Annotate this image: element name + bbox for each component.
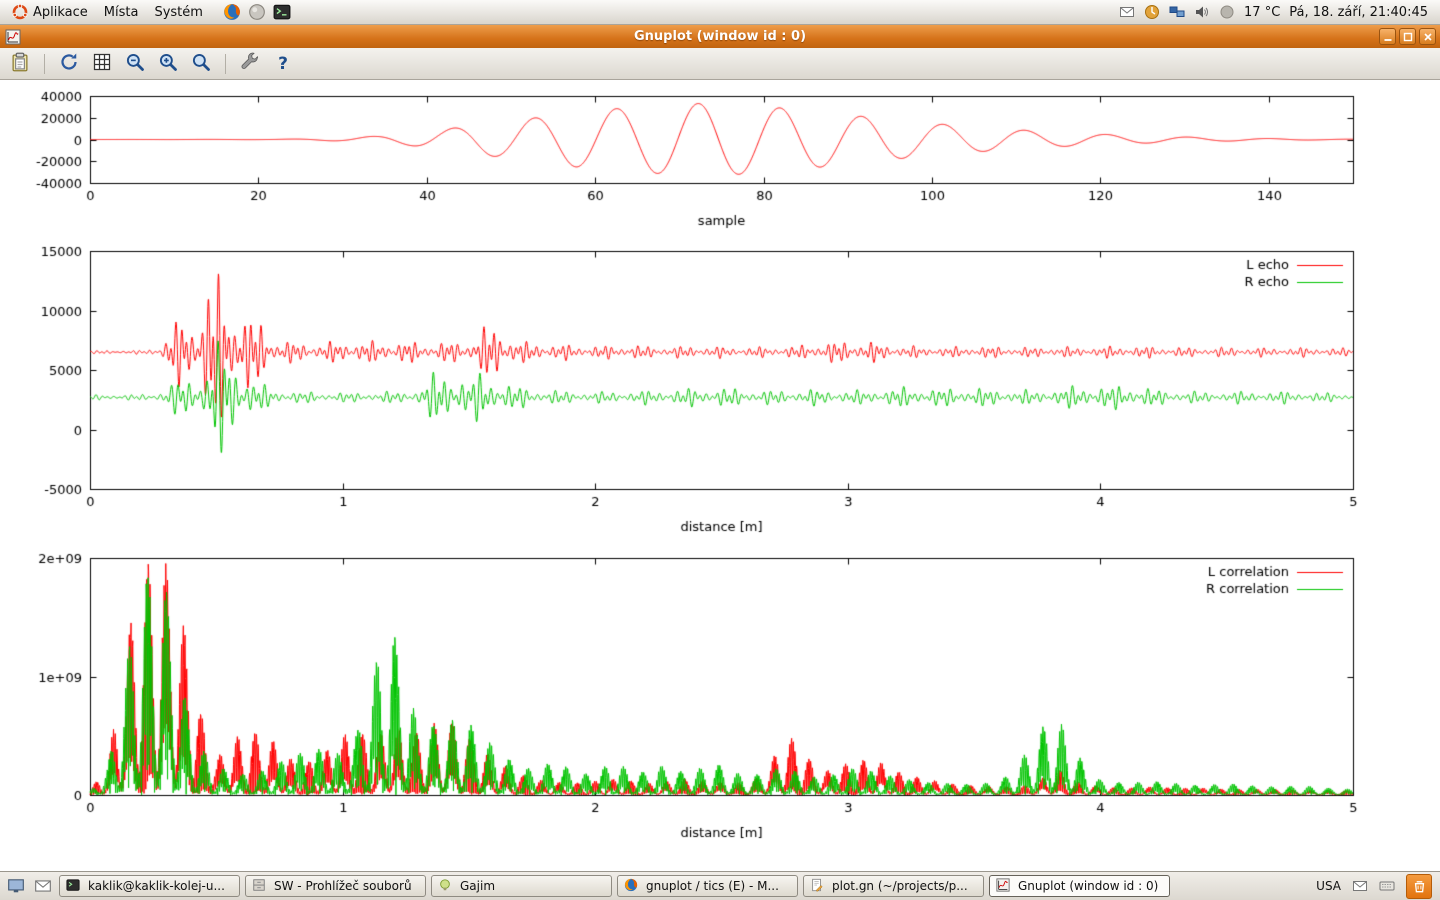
- weather-icon[interactable]: [1219, 4, 1235, 20]
- menu-system-label: Systém: [154, 4, 203, 20]
- gnuplot-window-icon: [5, 29, 21, 45]
- replot-button[interactable]: [57, 52, 81, 76]
- keyboard-icon[interactable]: [1379, 878, 1395, 894]
- task-button-gajim[interactable]: Gajim: [431, 875, 612, 897]
- firefox-icon: [624, 878, 640, 894]
- task-button-label: plot.gn (~/projects/p...: [832, 879, 968, 893]
- trash-icon: [1414, 880, 1424, 892]
- maximize-button[interactable]: [1399, 28, 1416, 45]
- zoom-previous-icon: [125, 52, 145, 76]
- replot-icon: [59, 52, 79, 76]
- help-icon: ?: [278, 53, 288, 74]
- update-notifier-icon[interactable]: [1144, 4, 1160, 20]
- text-editor-icon: [810, 878, 826, 894]
- zoom-previous-button[interactable]: [123, 52, 147, 76]
- trash-applet[interactable]: [1406, 873, 1432, 899]
- mail-notification-icon[interactable]: [1119, 4, 1135, 20]
- task-button-terminal[interactable]: kaklik@kaklik-kolej-u...: [59, 875, 240, 897]
- autoscale-button[interactable]: [189, 52, 213, 76]
- temperature-label[interactable]: 17 °C: [1244, 4, 1281, 20]
- toolbar-separator: [225, 53, 226, 74]
- task-button-label: SW - Prohlížeč souborů: [274, 879, 412, 893]
- network-monitor-icon[interactable]: [1169, 4, 1185, 20]
- copy-to-clipboard-icon: [10, 52, 30, 76]
- chart-sample-signal[interactable]: [0, 88, 1440, 238]
- file-manager-icon: [252, 878, 268, 894]
- task-button-firefox[interactable]: gnuplot / tics (E) - M...: [617, 875, 798, 897]
- gnome-top-panel: Aplikace Místa Systém 17 °: [0, 0, 1440, 25]
- zoom-next-icon: [158, 52, 178, 76]
- toolbar-separator: [44, 53, 45, 74]
- minimize-button[interactable]: [1379, 28, 1396, 45]
- taskbar-tray: USA: [1316, 873, 1435, 899]
- gnuplot-toolbar: ?: [0, 48, 1440, 80]
- volume-icon[interactable]: [1194, 4, 1210, 20]
- grid-icon: [92, 52, 112, 76]
- task-button-label: gnuplot / tics (E) - M...: [646, 879, 779, 893]
- task-button-label: kaklik@kaklik-kolej-u...: [88, 879, 225, 893]
- taskbar-mail-icon[interactable]: [32, 875, 54, 897]
- menu-system[interactable]: Systém: [146, 3, 210, 22]
- show-desktop-icon[interactable]: [5, 875, 27, 897]
- copy-to-clipboard-button[interactable]: [8, 52, 32, 76]
- help-launcher-icon[interactable]: [248, 3, 266, 21]
- gnuplot-window-titlebar[interactable]: Gnuplot (window id : 0): [0, 25, 1440, 48]
- gnuplot-canvas-area: [0, 80, 1440, 871]
- autoscale-icon: [191, 52, 211, 76]
- menu-places-label: Místa: [103, 4, 139, 20]
- menu-applications-label: Aplikace: [33, 4, 88, 20]
- help-button[interactable]: ?: [271, 52, 295, 76]
- terminal-launcher-icon[interactable]: [273, 3, 291, 21]
- wrench-icon: [240, 52, 260, 76]
- task-button-label: Gajim: [460, 879, 496, 893]
- chart-correlation-signals[interactable]: [0, 545, 1440, 850]
- chart-echo-signals[interactable]: [0, 240, 1440, 540]
- bottom-taskbar: kaklik@kaklik-kolej-u... SW - Prohlížeč …: [0, 871, 1440, 900]
- window-title: Gnuplot (window id : 0): [633, 29, 807, 44]
- task-button-label: Gnuplot (window id : 0): [1018, 879, 1159, 893]
- menu-applications[interactable]: Aplikace: [4, 2, 96, 22]
- task-button-file-manager[interactable]: SW - Prohlížeč souborů: [245, 875, 426, 897]
- task-button-gnuplot[interactable]: Gnuplot (window id : 0): [989, 875, 1170, 897]
- panel-launchers: [223, 3, 291, 21]
- menu-places[interactable]: Místa: [96, 3, 147, 22]
- keyboard-layout-indicator[interactable]: USA: [1316, 879, 1341, 893]
- clock-label[interactable]: Pá, 18. září, 21:40:45: [1289, 4, 1428, 20]
- task-button-editor[interactable]: plot.gn (~/projects/p...: [803, 875, 984, 897]
- zoom-next-button[interactable]: [156, 52, 180, 76]
- firefox-launcher-icon[interactable]: [223, 3, 241, 21]
- terminal-icon: [66, 878, 82, 894]
- configure-button[interactable]: [238, 52, 262, 76]
- panel-tray: 17 °C Pá, 18. září, 21:40:45: [1119, 4, 1436, 20]
- toggle-grid-button[interactable]: [90, 52, 114, 76]
- gnuplot-icon: [996, 878, 1012, 894]
- tray-mail-icon[interactable]: [1352, 878, 1368, 894]
- close-button[interactable]: [1419, 28, 1436, 45]
- gajim-icon: [438, 878, 454, 894]
- ubuntu-logo-icon: [12, 4, 28, 20]
